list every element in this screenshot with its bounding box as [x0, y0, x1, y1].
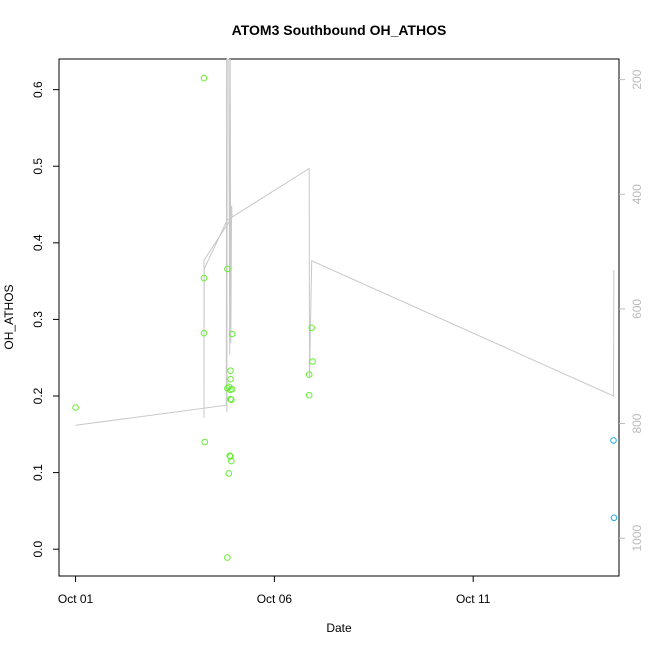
data-point-green [224, 385, 231, 392]
y-axis: 0.0 0.1 0.2 0.3 0.4 0.5 0.6 [31, 81, 59, 558]
data-point-blue [610, 437, 617, 444]
x-tick-label: Oct 01 [58, 592, 94, 606]
data-point-green [305, 391, 313, 399]
y-axis-label: OH_ATHOS [2, 284, 16, 349]
data-point-green [227, 367, 234, 375]
y2-tick-label: 400 [630, 184, 644, 204]
data-point-green [72, 404, 79, 411]
plot-frame [58, 58, 620, 577]
data-point-green [201, 438, 209, 446]
x-axis: Oct 01 Oct 06 Oct 11 [58, 576, 491, 606]
y2-tick-label: 200 [630, 69, 644, 89]
data-point-green [309, 358, 316, 365]
y2-tick-label: 600 [630, 299, 644, 319]
y-tick-label: 0.5 [31, 158, 45, 175]
points-layer [72, 74, 618, 561]
y-tick-label: 0.4 [31, 234, 45, 251]
x-tick-label: Oct 11 [456, 592, 491, 606]
chart-title: ATOM3 Southbound OH_ATHOS [232, 22, 447, 38]
data-point-green [228, 457, 235, 465]
data-point-green [224, 554, 231, 561]
data-point-green [305, 371, 313, 378]
data-point-green [200, 74, 208, 82]
pressure-line-layer [75, 58, 615, 426]
data-point-green [227, 375, 234, 383]
data-point-blue [610, 514, 618, 522]
data-point-green [200, 329, 208, 337]
data-point-green [225, 470, 233, 477]
data-point-green [224, 265, 231, 273]
right-y-axis: 200 400 600 800 1000 [619, 69, 644, 552]
data-point-green [228, 385, 236, 393]
y-tick-label: 0.1 [31, 464, 45, 481]
x-axis-label: Date [326, 621, 352, 635]
y-tick-label: 0.0 [31, 541, 45, 558]
data-point-green [228, 330, 236, 338]
pressure-line [75, 58, 615, 426]
y2-tick-label: 800 [630, 413, 644, 433]
data-point-green [228, 396, 235, 404]
data-point-green [227, 453, 234, 460]
y-tick-label: 0.3 [31, 311, 45, 328]
data-point-green [200, 274, 208, 282]
data-point-green [227, 395, 234, 403]
x-tick-label: Oct 06 [257, 592, 293, 606]
y-tick-label: 0.2 [31, 387, 45, 404]
y-tick-label: 0.6 [31, 81, 45, 98]
data-point-green [308, 324, 316, 332]
y2-tick-label: 1000 [630, 525, 644, 552]
